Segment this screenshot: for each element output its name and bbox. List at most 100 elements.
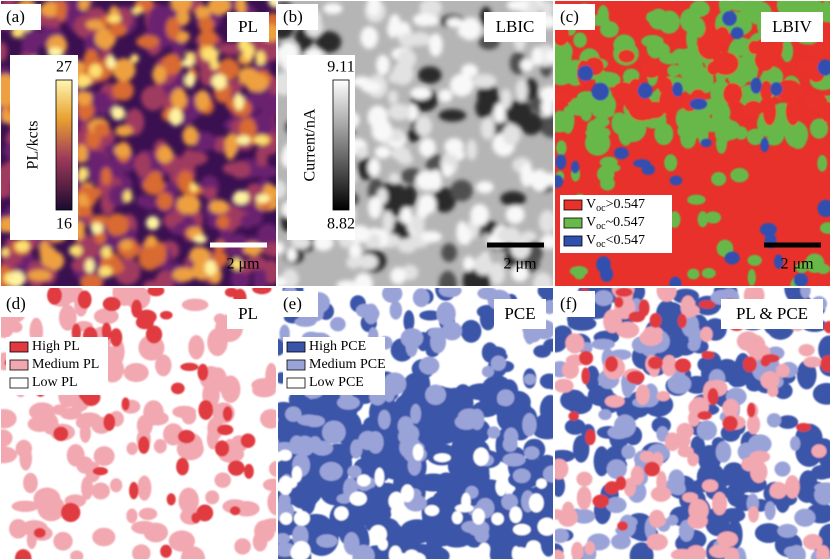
blob bbox=[750, 77, 761, 93]
blob bbox=[452, 511, 463, 524]
blob bbox=[210, 58, 219, 69]
blob bbox=[702, 479, 718, 492]
blob bbox=[103, 297, 121, 311]
blob bbox=[605, 356, 618, 372]
legend-text: Low PL bbox=[32, 375, 78, 390]
blob bbox=[378, 410, 391, 430]
blob bbox=[53, 427, 68, 442]
blob bbox=[556, 140, 566, 155]
blob bbox=[110, 478, 122, 492]
blob bbox=[565, 333, 584, 353]
blob bbox=[166, 17, 180, 39]
blob bbox=[591, 83, 609, 101]
blob bbox=[606, 497, 627, 513]
blob bbox=[198, 17, 214, 33]
panel-label: (e) bbox=[283, 294, 302, 313]
panel-label: (a) bbox=[6, 7, 25, 26]
blob bbox=[520, 112, 543, 135]
legend-text: <0.547 bbox=[606, 233, 645, 248]
blob bbox=[520, 59, 533, 72]
blob bbox=[655, 516, 666, 526]
blob bbox=[552, 175, 564, 188]
blob bbox=[169, 530, 195, 551]
blob bbox=[803, 357, 822, 368]
legend-swatch bbox=[10, 342, 28, 352]
blob bbox=[581, 367, 589, 384]
blob bbox=[786, 98, 801, 126]
blob bbox=[398, 242, 416, 253]
legend-text: Medium PCE bbox=[309, 357, 386, 372]
colorbar-max: 27 bbox=[56, 59, 72, 76]
blob bbox=[47, 286, 62, 305]
blob bbox=[152, 65, 166, 83]
blob bbox=[697, 420, 717, 440]
blob bbox=[711, 172, 726, 186]
blob bbox=[230, 506, 241, 515]
blob bbox=[603, 309, 622, 333]
blob bbox=[334, 506, 348, 520]
blob bbox=[56, 0, 66, 20]
blob bbox=[185, 72, 195, 87]
blob bbox=[573, 267, 585, 280]
blob bbox=[182, 299, 209, 311]
blob bbox=[430, 330, 446, 353]
panel-title: PL bbox=[238, 17, 258, 36]
blob bbox=[316, 534, 337, 547]
blob bbox=[418, 66, 442, 84]
blob bbox=[106, 55, 116, 68]
blob bbox=[357, 474, 371, 486]
colorbar-title: PL/kcts bbox=[25, 121, 42, 170]
blob bbox=[143, 197, 157, 210]
blob bbox=[88, 187, 102, 199]
blob bbox=[728, 372, 748, 387]
blob bbox=[702, 268, 716, 278]
legend-label: Medium PL bbox=[32, 357, 99, 372]
blob bbox=[617, 521, 628, 531]
blob bbox=[600, 177, 615, 191]
panel: (c)LBIV2 μmVoc>0.547Voc~0.547Voc<0.547 bbox=[544, 0, 831, 297]
blob bbox=[93, 123, 110, 137]
blob bbox=[581, 107, 592, 121]
blob bbox=[524, 374, 536, 385]
blob bbox=[92, 483, 110, 500]
panel: (d)PLHigh PLMedium PLLow PL bbox=[0, 279, 287, 560]
panel: (f)PL & PCE bbox=[545, 274, 831, 560]
legend-swatch bbox=[10, 360, 28, 370]
blob bbox=[657, 391, 670, 401]
blob bbox=[803, 534, 823, 550]
blob bbox=[191, 512, 200, 523]
blob bbox=[101, 246, 111, 258]
scale-label: 2 μm bbox=[780, 256, 814, 273]
blob bbox=[476, 181, 493, 193]
blob bbox=[520, 163, 533, 187]
blob bbox=[473, 74, 496, 88]
blob bbox=[723, 83, 742, 105]
blob bbox=[109, 23, 127, 37]
blob bbox=[144, 523, 169, 543]
blob bbox=[143, 175, 165, 195]
blob bbox=[541, 98, 554, 117]
blob bbox=[126, 442, 137, 455]
blob bbox=[770, 482, 788, 499]
blob bbox=[722, 399, 739, 417]
blob bbox=[735, 126, 748, 140]
blob bbox=[103, 413, 115, 431]
blob bbox=[585, 541, 595, 555]
blob bbox=[155, 354, 171, 376]
blob bbox=[171, 88, 187, 109]
blob bbox=[621, 445, 635, 460]
blob bbox=[182, 126, 198, 146]
blob bbox=[69, 245, 82, 256]
blob bbox=[690, 98, 708, 109]
blob bbox=[138, 436, 150, 454]
blob bbox=[675, 358, 691, 372]
blob bbox=[237, 135, 251, 144]
blob bbox=[361, 81, 381, 93]
panel-label: (b) bbox=[283, 7, 303, 26]
blob bbox=[473, 447, 489, 466]
blob bbox=[234, 538, 251, 554]
blob bbox=[401, 328, 424, 348]
blob bbox=[470, 204, 489, 226]
blob bbox=[176, 458, 189, 476]
blob bbox=[135, 152, 151, 178]
